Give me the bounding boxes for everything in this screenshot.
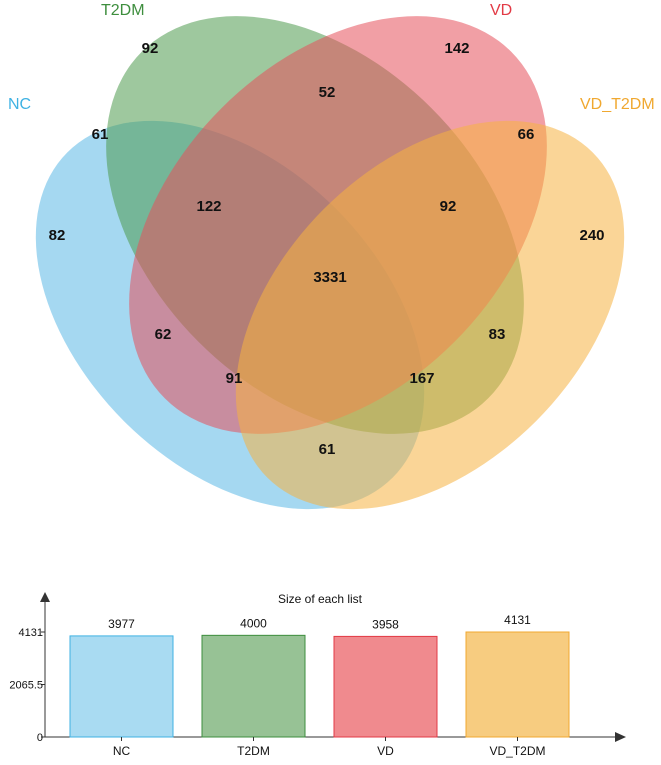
bar-value-label: 4000	[240, 616, 267, 630]
y-tick-label: 0	[37, 732, 43, 744]
bar-chart: Size of each list 0 2065.5 4131 3977 NC 4000…	[9, 592, 626, 758]
region-t2dm-only: 92	[142, 40, 159, 57]
bar-value-label: 3958	[372, 617, 399, 631]
region-nc-t2dm-vd: 122	[196, 198, 221, 215]
region-t2dm-vdt2dm: 83	[489, 326, 506, 343]
venn-ellipses	[35, 16, 625, 510]
x-axis-arrow-icon	[615, 732, 626, 742]
set-label-vd-t2dm: VD_T2DM	[580, 96, 655, 113]
region-vd-only: 142	[444, 40, 469, 57]
y-tick-label: 4131	[19, 627, 43, 639]
region-nc-only: 82	[49, 227, 66, 244]
y-tick-label: 2065.5	[9, 680, 43, 692]
venn-set-labels: NC T2DM VD VD_T2DM	[8, 2, 655, 113]
ellipse-vd-t2dm	[235, 120, 625, 510]
set-label-nc: NC	[8, 96, 31, 113]
x-tick-label: NC	[113, 744, 131, 758]
bar-value-label: 4131	[504, 613, 531, 627]
region-nc-vd-vdt2dm: 91	[226, 370, 243, 387]
region-all: 3331	[313, 269, 346, 286]
region-t2dm-vd-vdt2dm: 92	[440, 198, 457, 215]
bar-vd-t2dm	[465, 631, 570, 738]
region-nc-t2dm-vdt2dm: 167	[409, 370, 434, 387]
venn-region-counts: 82 92 142 240 61 52 66 61 122 92 62 83 9…	[49, 40, 605, 458]
set-label-vd: VD	[490, 2, 512, 19]
region-nc-t2dm: 61	[92, 126, 109, 143]
bar-marks: 3977 NC 4000 T2DM 3958 VD 4131 VD_T2DM	[69, 613, 570, 758]
region-vd-t2dm-only: 240	[579, 227, 604, 244]
region-vd-vd-t2dm: 66	[518, 126, 535, 143]
region-t2dm-vd: 52	[319, 84, 336, 101]
y-axis-arrow-icon	[40, 592, 50, 602]
set-label-t2dm: T2DM	[101, 2, 145, 19]
bar-t2dm	[201, 634, 306, 738]
x-tick-label: T2DM	[237, 744, 270, 758]
y-axis: 0 2065.5 4131	[9, 592, 50, 744]
x-tick-label: VD_T2DM	[489, 744, 545, 758]
bar-value-label: 3977	[108, 617, 135, 631]
bar-vd	[333, 635, 438, 738]
region-nc-vd: 62	[155, 326, 172, 343]
region-nc-vd-t2dm: 61	[319, 441, 336, 458]
bar-chart-title: Size of each list	[278, 592, 363, 606]
x-tick-label: VD	[377, 744, 394, 758]
venn-diagram: NC T2DM VD VD_T2DM 82 92 142 240 61 52 6…	[8, 2, 655, 510]
bar-nc	[69, 635, 174, 738]
